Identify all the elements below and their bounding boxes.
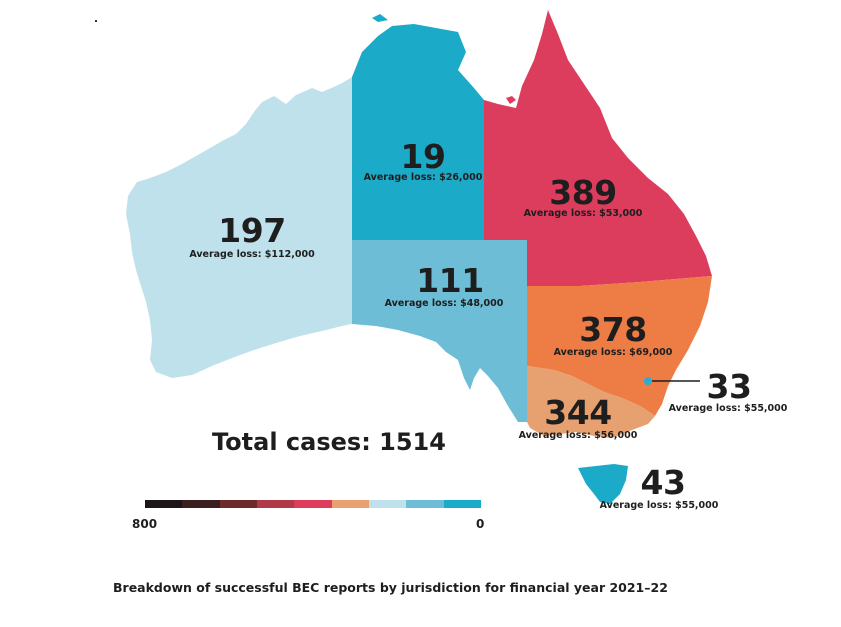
region-qld [484,10,712,286]
island-mark [506,96,516,104]
vic-average-loss: Average loss: $56,000 [518,430,638,441]
legend-swatch [219,500,257,508]
act-count: 33 [706,367,752,406]
legend-swatch [443,500,481,508]
nt-average-loss: Average loss: $26,000 [363,172,483,183]
legend-swatch [182,500,220,508]
qld-average-loss: Average loss: $53,000 [523,208,643,219]
wa-average-loss: Average loss: $112,000 [189,249,315,260]
region-vic [527,366,655,438]
qld-count: 389 [549,173,617,212]
region-sa [352,240,527,422]
region-act [644,377,652,385]
tas-count: 43 [640,463,686,502]
legend-max-label: 800 [132,517,158,531]
caption: Breakdown of successful BEC reports by j… [113,580,668,595]
nsw-count: 378 [579,310,647,349]
nt-count: 19 [400,137,446,176]
legend-swatch [294,500,332,508]
legend-swatch [406,500,444,508]
legend-swatch [145,500,183,508]
sa-average-loss: Average loss: $48,000 [384,298,504,309]
total-cases: Total cases: 1514 [212,428,446,456]
vic-count: 344 [544,393,612,432]
legend-swatch [256,500,295,508]
legend-color-scale [145,500,481,508]
legend-swatch [368,500,407,508]
island-mark [372,14,388,22]
legend-min-label: 0 [476,517,485,531]
wa-count: 197 [218,211,286,250]
act-average-loss: Average loss: $55,000 [668,403,788,414]
region-tas [578,464,628,504]
legend-swatch [331,500,369,508]
region-wa [126,77,352,378]
decorative-dot [95,20,97,22]
tas-average-loss: Average loss: $55,000 [599,500,719,511]
nsw-average-loss: Average loss: $69,000 [553,347,673,358]
region-nt [352,24,484,240]
sa-count: 111 [416,261,484,300]
